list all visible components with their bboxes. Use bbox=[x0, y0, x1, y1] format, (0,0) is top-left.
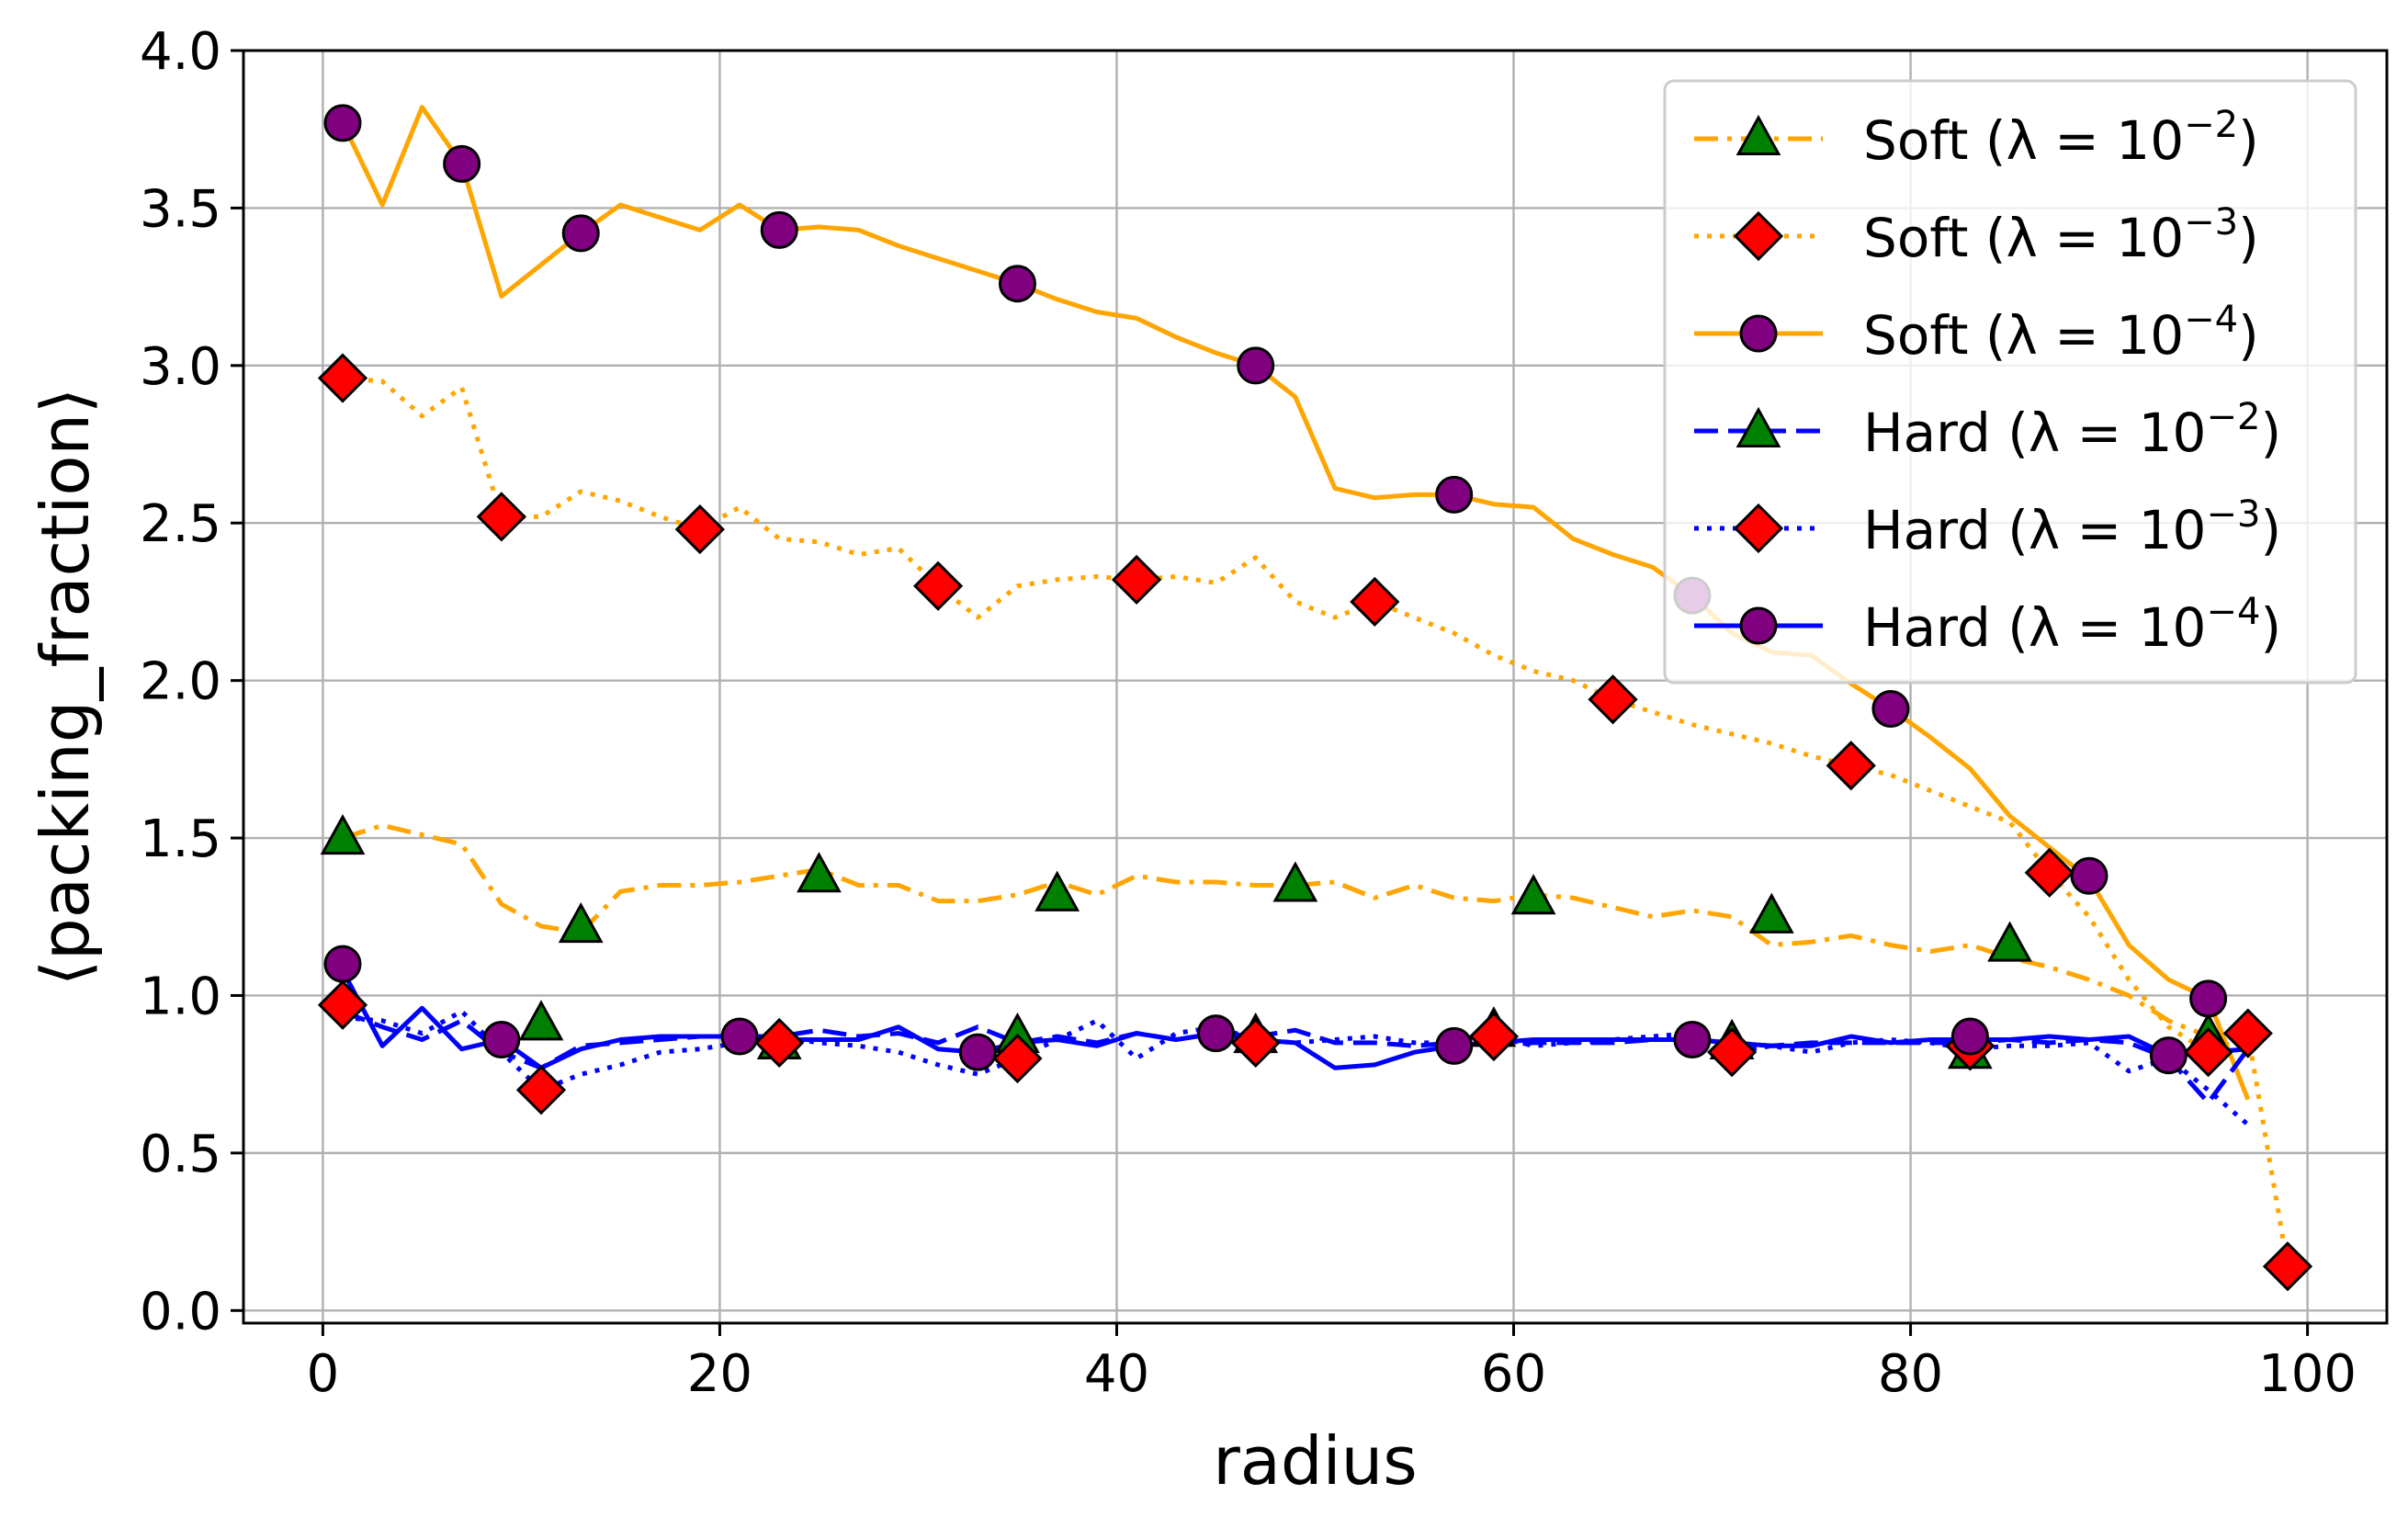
circle-marker bbox=[1435, 475, 1474, 514]
x-tick-label: 40 bbox=[1084, 1344, 1149, 1404]
x-tick-label: 20 bbox=[687, 1344, 752, 1404]
triangle-marker bbox=[797, 852, 842, 893]
diamond-marker bbox=[1230, 1017, 1281, 1069]
triangle-marker bbox=[518, 1000, 564, 1041]
circle-marker bbox=[1950, 1017, 1989, 1056]
diamond-marker bbox=[2183, 1027, 2233, 1078]
legend-label: Soft (λ = 10−2) bbox=[1863, 104, 2259, 172]
circle-marker bbox=[561, 214, 600, 253]
legend-label: Soft (λ = 10−4) bbox=[1863, 299, 2259, 367]
legend-label: Hard (λ = 10−2) bbox=[1863, 396, 2281, 464]
triangle-marker bbox=[1987, 921, 2032, 962]
triangle-marker bbox=[1510, 874, 1556, 915]
series-line-0 bbox=[342, 822, 2249, 1055]
circle-marker bbox=[443, 144, 481, 183]
plot-frame bbox=[242, 49, 2389, 1325]
diamond-marker bbox=[317, 979, 368, 1030]
x-axis-label: radius bbox=[1213, 1422, 1418, 1500]
circle-marker bbox=[1237, 346, 1275, 385]
triangle-marker bbox=[1748, 892, 1794, 934]
y-tick-label: 1.5 bbox=[140, 809, 221, 869]
diamond-marker bbox=[1468, 1011, 1520, 1062]
y-tick-label: 1.0 bbox=[140, 967, 221, 1026]
legend-label: Hard (λ = 10−4) bbox=[1863, 591, 2281, 659]
circle-marker bbox=[998, 265, 1036, 303]
diamond-marker bbox=[476, 492, 526, 542]
y-axis-label-group: ⟨packing_fraction⟩ bbox=[27, 388, 104, 986]
legend: Soft (λ = 10−2) Soft (λ = 10−3) Soft (λ = … bbox=[1663, 79, 2357, 685]
circle-marker bbox=[1673, 1020, 1712, 1058]
diamond-marker bbox=[1733, 210, 1784, 262]
y-tick-label: 2.0 bbox=[140, 652, 221, 712]
diamond-marker bbox=[992, 1033, 1043, 1084]
diamond-marker bbox=[317, 353, 368, 403]
legend-label: Hard (λ = 10−3) bbox=[1863, 493, 2281, 561]
circle-marker bbox=[1739, 314, 1778, 353]
triangle-marker bbox=[1034, 870, 1080, 911]
diamond-marker bbox=[674, 504, 725, 555]
series-line-2 bbox=[340, 105, 2251, 1101]
diamond-marker bbox=[1826, 741, 1876, 791]
circle-marker bbox=[2149, 1036, 2188, 1075]
circle-marker bbox=[1435, 1026, 1474, 1065]
series-line-5 bbox=[340, 968, 2249, 1070]
triangle-marker bbox=[320, 813, 366, 855]
circle-marker bbox=[1739, 606, 1778, 645]
x-tick-label: 80 bbox=[1878, 1344, 1943, 1404]
diamond-marker bbox=[515, 1065, 567, 1115]
diamond-marker bbox=[2262, 1241, 2313, 1292]
triangle-marker bbox=[558, 901, 604, 944]
y-tick-label: 2.5 bbox=[140, 494, 221, 554]
x-tick-label: 0 bbox=[307, 1344, 340, 1404]
y-axis-label: ⟨packing_fraction⟩ bbox=[27, 388, 104, 986]
y-tick-label: 4.0 bbox=[140, 22, 221, 82]
y-tick-label: 3.5 bbox=[140, 179, 221, 239]
circle-marker bbox=[1196, 1014, 1235, 1053]
legend-label: Soft (λ = 10−3) bbox=[1863, 201, 2259, 269]
series-markers bbox=[317, 104, 2313, 1292]
triangle-marker bbox=[1272, 861, 1318, 902]
legend-box bbox=[1663, 79, 2357, 685]
y-tick-label: 0.0 bbox=[140, 1282, 221, 1341]
circle-marker bbox=[1871, 689, 1910, 728]
series-line-1 bbox=[342, 376, 2290, 1267]
triangle-marker bbox=[1735, 114, 1781, 156]
diamond-marker bbox=[912, 560, 964, 611]
diamond-marker bbox=[754, 1017, 805, 1069]
circle-marker bbox=[720, 1017, 759, 1056]
circle-marker bbox=[958, 1033, 997, 1071]
diamond-marker bbox=[1111, 554, 1162, 606]
diamond-marker bbox=[1733, 503, 1784, 554]
diamond-marker bbox=[1350, 576, 1400, 628]
x-tick-label: 100 bbox=[2258, 1344, 2357, 1404]
circle-marker bbox=[323, 104, 362, 142]
y-tick-label: 0.5 bbox=[140, 1125, 221, 1184]
diamond-marker bbox=[1707, 1027, 1758, 1078]
series-lines bbox=[340, 105, 2290, 1267]
y-tick-label: 3.0 bbox=[140, 337, 221, 397]
diamond-marker bbox=[2222, 1008, 2273, 1058]
circle-marker bbox=[2189, 979, 2228, 1018]
circle-marker bbox=[482, 1020, 521, 1058]
circle-marker bbox=[760, 210, 798, 249]
x-tick-label: 60 bbox=[1481, 1344, 1546, 1404]
diamond-marker bbox=[2024, 847, 2074, 898]
circle-marker bbox=[2070, 856, 2108, 895]
axis-ticks: 0 20 40 60 80 100 0.0 0.5 1.0 1.5 2.0 2.5 3.0 3.5 4.0 bbox=[140, 22, 2357, 1404]
diamond-marker bbox=[1588, 674, 1638, 725]
circle-marker bbox=[323, 945, 362, 983]
triangle-marker bbox=[1735, 406, 1781, 448]
series-line-4 bbox=[342, 1009, 2250, 1126]
